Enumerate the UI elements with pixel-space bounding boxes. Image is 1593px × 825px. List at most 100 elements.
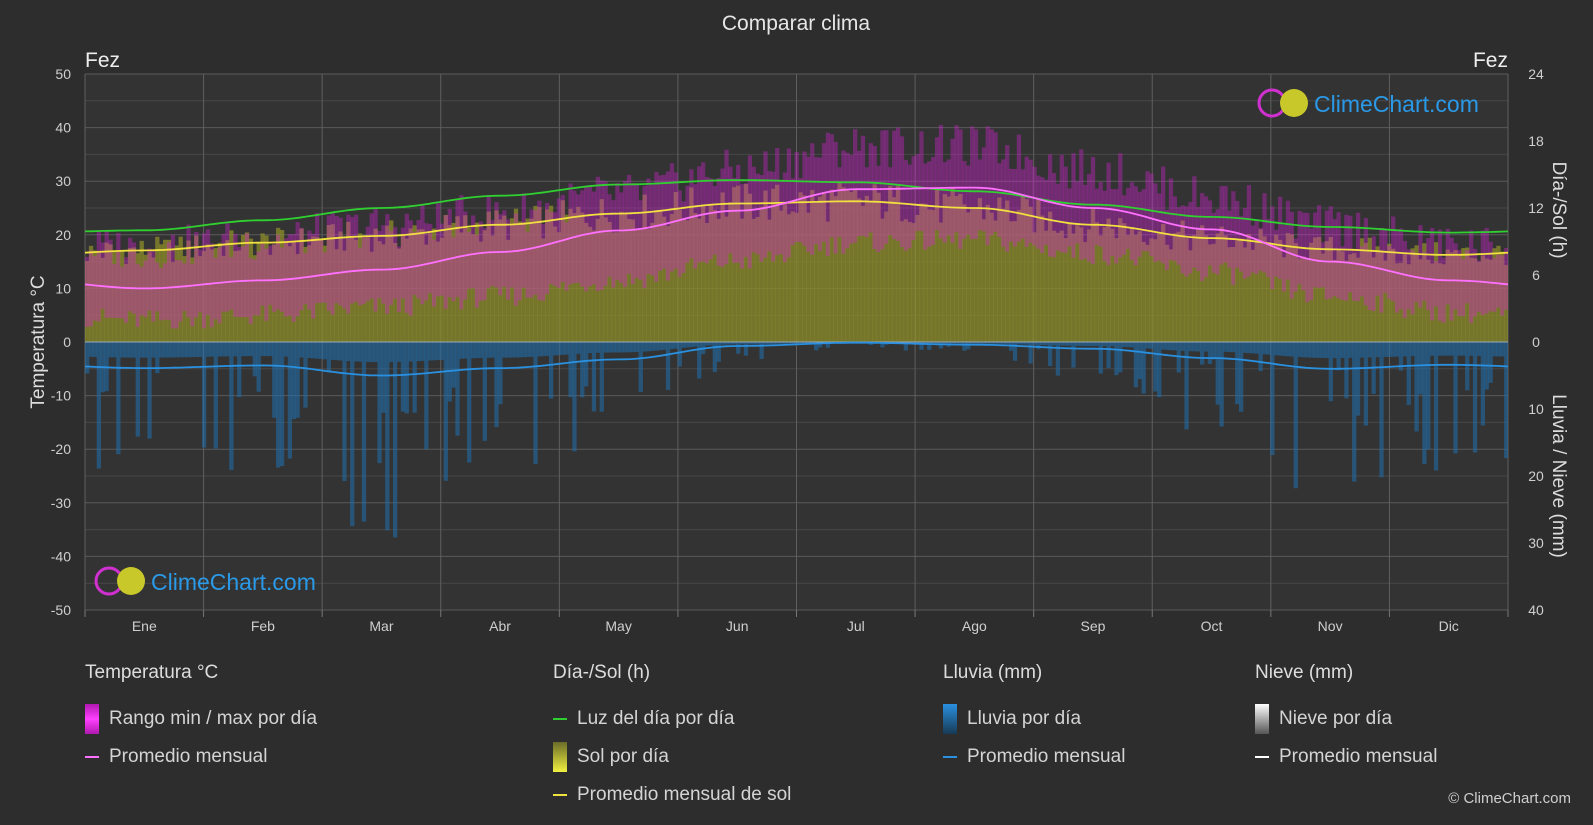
rain-bar [120, 342, 125, 358]
temp-range-bar [478, 221, 484, 301]
temp-range-bar [1320, 242, 1326, 288]
sunshine-bar [915, 214, 920, 342]
rain-bar [420, 342, 425, 361]
rain-bar [681, 342, 686, 348]
temp-range-swatch [85, 704, 99, 734]
temp-range-bar [595, 176, 601, 292]
rain-bar [790, 342, 795, 344]
sunshine-bar [790, 211, 795, 342]
temp-range-bar [1094, 188, 1100, 245]
sunshine-bar [127, 248, 133, 342]
sunshine-bar [884, 211, 889, 342]
rain-bar [611, 342, 616, 353]
rain-bar [1223, 342, 1228, 352]
rain-bar [1094, 342, 1100, 347]
temp-range-bar [1383, 228, 1388, 293]
rain-bar [712, 342, 717, 373]
rain-bar [131, 342, 137, 358]
temp-range-bar [428, 223, 433, 294]
sunshine-bar [541, 238, 546, 342]
temp-range-bar [712, 185, 717, 255]
y-left-tick: 10 [55, 280, 71, 296]
sunshine-bar [1075, 225, 1080, 342]
rain-bar [552, 342, 558, 356]
sunshine-bar [1008, 221, 1014, 342]
rain-bar [545, 342, 550, 356]
temp-range-bar [194, 232, 199, 318]
rain-swatch [943, 704, 957, 734]
rain-bar [1320, 342, 1326, 359]
temp-range-bar [1387, 245, 1392, 299]
rain-bar [599, 342, 604, 412]
temp-range-bar [782, 172, 788, 263]
temp-range-bar [1200, 193, 1205, 281]
x-month-tick: Ago [962, 618, 987, 634]
sunshine-bar [1254, 239, 1259, 342]
temp-range-bar [1410, 250, 1415, 315]
rain-bar [1406, 342, 1411, 405]
temp-range-bar [299, 227, 304, 311]
rain-bar [626, 342, 632, 353]
sunshine-bar [439, 237, 445, 342]
sunshine-bar [771, 188, 776, 342]
sunshine-bar [1484, 258, 1489, 342]
sunshine-bar [482, 230, 487, 342]
temp-range-bar [135, 263, 140, 327]
temp-range-bar [1086, 174, 1092, 262]
rain-bar [1262, 342, 1267, 355]
sunshine-bar [895, 185, 901, 342]
sunshine-bar [708, 203, 714, 342]
sunshine-bar [1480, 255, 1486, 342]
rain-bar [412, 342, 417, 413]
sunshine-bar [810, 189, 815, 342]
sunshine-bar [1246, 234, 1252, 342]
temp-range-bar [533, 210, 538, 295]
temp-range-bar [198, 249, 203, 313]
sunshine-bar [1398, 262, 1404, 342]
sunshine-bar [580, 212, 585, 342]
sunshine-bar [533, 205, 538, 342]
rain-bar [1328, 342, 1333, 402]
temp-range-bar [1207, 200, 1213, 266]
rain-bar [525, 342, 530, 358]
temp-range-bar [775, 148, 780, 256]
temp-range-bar [903, 160, 909, 251]
temp-range-bar [1110, 189, 1115, 256]
temp-range-bar [1394, 230, 1400, 313]
rain-bar [1453, 342, 1458, 454]
rain-bar [728, 342, 733, 345]
sunshine-bar [276, 227, 281, 342]
rain-bar [989, 342, 994, 344]
temp-range-bar [736, 164, 741, 263]
rain-bar [1235, 342, 1240, 405]
temp-range-bar [771, 171, 776, 262]
rain-bar [88, 342, 94, 357]
rain-bar [1086, 342, 1092, 347]
sunshine-bar [650, 222, 655, 342]
sunshine-bar [720, 192, 725, 342]
rain-bar [1359, 342, 1365, 358]
sunshine-bar [950, 187, 955, 342]
daylight-line [85, 179, 1508, 234]
rain-bar [455, 342, 460, 436]
temp-range-bar [256, 251, 261, 316]
temp-range-bar [357, 247, 363, 306]
temp-range-bar [931, 156, 936, 245]
sunshine-bar [1161, 224, 1166, 342]
sunshine-bar [572, 213, 577, 342]
temp-range-bar [1313, 212, 1318, 288]
temp-range-bar [260, 243, 265, 306]
temp-range-bar [1445, 228, 1450, 305]
sunshine-bar [424, 244, 429, 342]
sunshine-bar [1083, 242, 1088, 342]
rain-bar [178, 342, 183, 358]
rain-bar [720, 342, 725, 345]
rain-bar [1394, 342, 1400, 357]
rain-bar [1398, 342, 1404, 371]
rain-bar [474, 342, 480, 359]
sunshine-bar [1110, 228, 1115, 342]
temp-range-bar [392, 227, 398, 299]
temp-range-bar [213, 257, 218, 320]
rain-bar [334, 342, 339, 361]
sunshine-bar [931, 209, 936, 342]
